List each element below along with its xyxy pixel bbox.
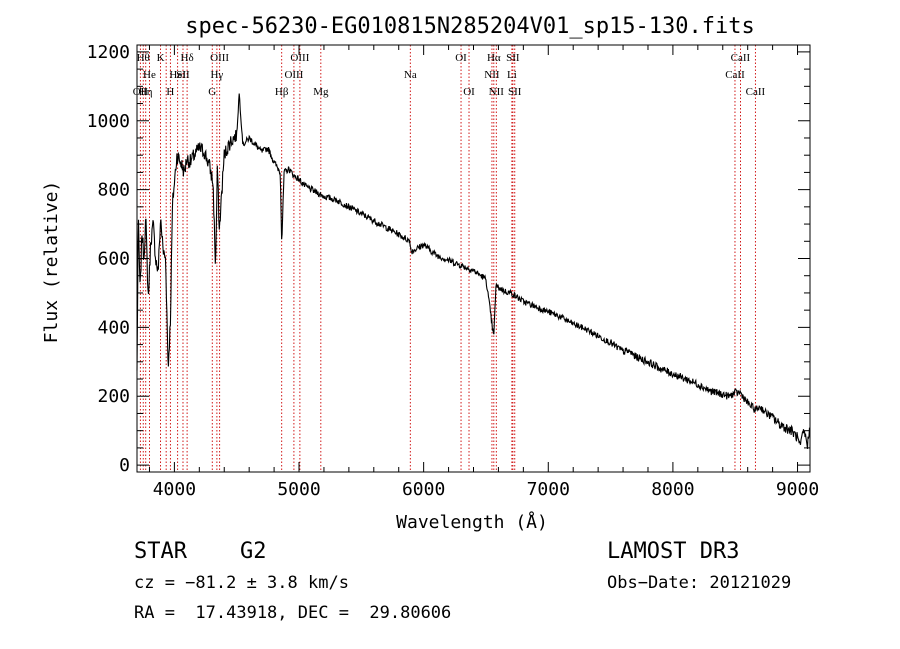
spectrum-line <box>136 93 811 449</box>
x-tick-label-3: 7000 <box>527 479 570 500</box>
line-label-26: CaII <box>725 69 745 81</box>
line-label-1: Hθ <box>137 52 150 64</box>
x-axis-label: Wavelength (Å) <box>396 511 548 533</box>
line-label-9: Hδ <box>181 52 194 64</box>
line-label-28: CaII <box>746 86 766 98</box>
observation-date: Obs−Date: 20121029 <box>607 573 792 593</box>
line-label-17: Na <box>404 69 417 81</box>
line-label-12: OIII <box>210 52 229 64</box>
line-label-22: NII <box>489 86 505 98</box>
survey-name: LAMOST DR3 <box>607 539 740 564</box>
line-label-18: OI <box>455 52 467 64</box>
line-label-25: SII <box>508 86 522 98</box>
line-label-6: H <box>166 86 174 98</box>
x-tick-label-2: 6000 <box>402 479 445 500</box>
line-label-20: NII <box>484 69 500 81</box>
line-label-7: HeI <box>169 69 186 81</box>
line-label-11: Hγ <box>210 69 223 81</box>
x-tick-label-0: 4000 <box>153 479 196 500</box>
object-class: STAR G2 <box>134 539 267 564</box>
x-tick-label-5: 9000 <box>776 479 819 500</box>
y-tick-label-4: 800 <box>97 180 130 201</box>
y-tick-label-3: 600 <box>97 249 130 270</box>
line-label-4: K <box>157 52 165 64</box>
line-label-19: OI <box>463 86 475 98</box>
line-label-27: CaII <box>731 52 751 64</box>
y-tick-label-0: 0 <box>119 455 130 476</box>
line-label-3: He <box>143 69 156 81</box>
line-label-10: G <box>208 86 216 98</box>
chart-title: spec-56230-EG010815N285204V01_sp15-130.f… <box>185 14 755 39</box>
y-axis-label: Flux (relative) <box>41 181 62 344</box>
x-axis: 4000 5000 6000 7000 8000 9000 <box>148 45 819 500</box>
y-tick-label-2: 400 <box>97 317 130 338</box>
line-label-13: Hβ <box>275 86 289 98</box>
line-label-15: OIII <box>290 52 309 64</box>
spectral-line-labels: OIIHθHηHeKHHeISIIHδGHγOIIIHβOIIIOIIIMgNa… <box>133 52 766 98</box>
line-label-24: SII <box>506 52 520 64</box>
line-label-2: Hη <box>139 86 153 98</box>
sky-coordinates: RA = 17.43918, DEC = 29.80606 <box>134 603 452 623</box>
redshift-value: cz = −81.2 ± 3.8 km/s <box>134 573 349 593</box>
x-tick-label-4: 8000 <box>651 479 694 500</box>
line-label-14: OIII <box>284 69 303 81</box>
line-label-23: Li <box>507 69 517 81</box>
line-label-21: Hα <box>487 52 501 64</box>
line-label-8: SII <box>176 69 190 81</box>
y-tick-label-6: 1200 <box>87 42 130 63</box>
spectral-line-markers <box>139 45 756 472</box>
y-axis: 0 200 400 600 800 1000 1200 <box>87 42 810 476</box>
line-label-16: Mg <box>313 86 329 98</box>
y-tick-label-5: 1000 <box>87 111 130 132</box>
y-tick-label-1: 200 <box>97 386 130 407</box>
x-tick-label-1: 5000 <box>277 479 320 500</box>
